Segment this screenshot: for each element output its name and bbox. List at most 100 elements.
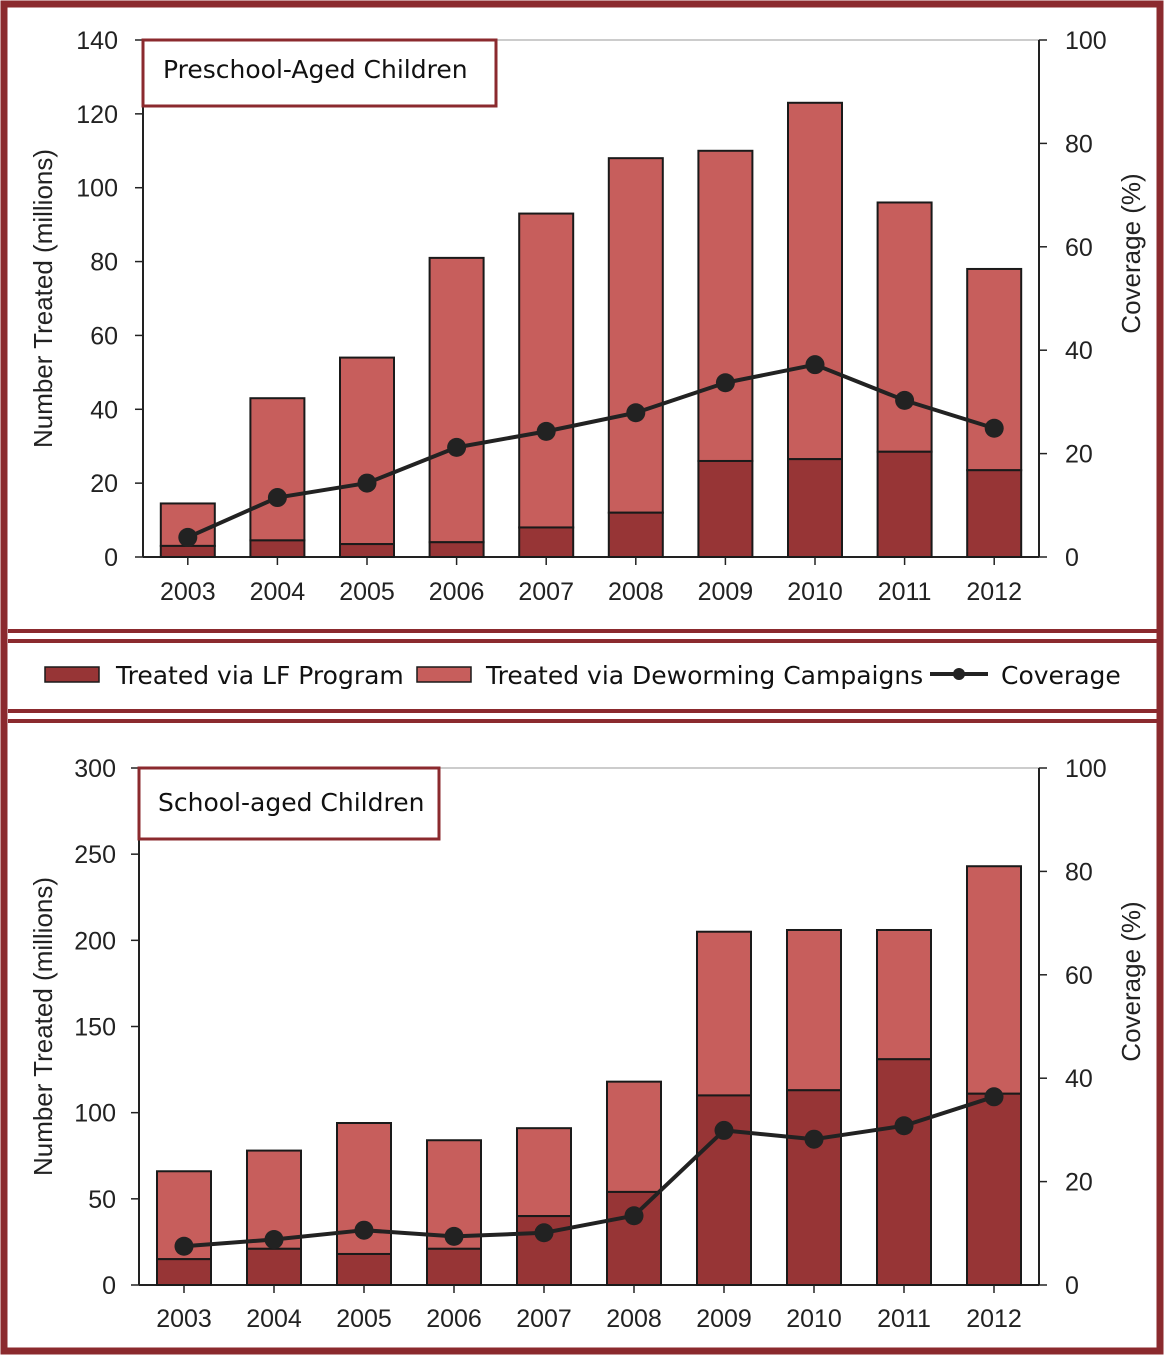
y-axis-label: Number Treated (millions) xyxy=(28,877,58,1176)
y2-tick-label: 60 xyxy=(1065,234,1093,262)
x-tick-label: 2003 xyxy=(156,1305,212,1333)
x-tick-label: 2006 xyxy=(429,578,485,606)
x-tick-label: 2005 xyxy=(336,1305,392,1333)
x-tick-label: 2012 xyxy=(966,578,1022,606)
bar-deworming xyxy=(339,356,395,546)
bar-lf-program xyxy=(159,544,216,559)
y-tick-label: 120 xyxy=(76,101,118,129)
y-tick-label: 150 xyxy=(74,1014,116,1042)
legend-label-lf: Treated via LF Program xyxy=(115,661,404,690)
x-tick-label: 2012 xyxy=(966,1305,1022,1333)
bar-lf-program xyxy=(607,511,664,559)
legend-coverage-marker xyxy=(953,668,965,680)
coverage-line xyxy=(183,1094,995,1249)
bar-lf-program xyxy=(246,1247,302,1287)
x-tick-label: 2010 xyxy=(787,578,843,606)
bar-deworming xyxy=(516,1127,572,1218)
bar-lf-program xyxy=(339,543,395,559)
x-tick-label: 2011 xyxy=(878,578,932,606)
legend: Treated via LF Program Treated via Dewor… xyxy=(44,661,1121,690)
bar-deworming xyxy=(696,930,752,1097)
y2-tick-label: 0 xyxy=(1065,1272,1079,1300)
bar-lf-program xyxy=(518,526,575,559)
y-tick-label: 50 xyxy=(88,1186,116,1214)
coverage-point xyxy=(264,1230,284,1250)
panel-title-box xyxy=(137,766,441,841)
y2-tick-label: 20 xyxy=(1065,1169,1093,1197)
coverage-point xyxy=(354,1220,374,1240)
coverage-point xyxy=(447,437,467,457)
x-tick-label: 2009 xyxy=(698,578,754,606)
y-tick-label: 80 xyxy=(90,249,118,277)
coverage-point xyxy=(267,488,287,508)
bar-lf-program xyxy=(426,1247,482,1287)
coverage-point xyxy=(174,1236,194,1256)
bar-deworming xyxy=(876,928,932,1061)
y-tick-label: 200 xyxy=(74,927,116,955)
bar-lf-program xyxy=(966,469,1023,559)
coverage-point xyxy=(178,527,198,547)
bar-lf-program xyxy=(966,1092,1022,1286)
x-tick-label: 2006 xyxy=(426,1305,482,1333)
y-tick-label: 100 xyxy=(76,175,118,203)
coverage-point xyxy=(894,1116,914,1136)
bar-lf-program xyxy=(428,541,485,559)
coverage-point xyxy=(714,1120,734,1140)
bar-deworming xyxy=(876,201,933,453)
bar-deworming xyxy=(518,212,575,529)
coverage-line xyxy=(186,362,995,540)
y2-tick-label: 80 xyxy=(1065,130,1093,158)
x-tick-label: 2003 xyxy=(160,578,216,606)
y-tick-label: 40 xyxy=(90,396,118,424)
bar-deworming xyxy=(697,149,754,462)
coverage-point xyxy=(895,390,915,410)
bar-deworming xyxy=(607,157,664,514)
y2-axis-label: Coverage (%) xyxy=(1116,901,1146,1061)
y2-axis-label: Coverage (%) xyxy=(1116,173,1146,333)
x-tick-label: 2010 xyxy=(786,1305,842,1333)
panel-title: School-aged Children xyxy=(158,788,424,817)
coverage-point xyxy=(534,1223,554,1243)
y-tick-label: 60 xyxy=(90,322,118,350)
bar-lf-program xyxy=(156,1258,212,1287)
coverage-point xyxy=(626,403,646,423)
bar-deworming xyxy=(966,267,1023,472)
y-tick-label: 0 xyxy=(104,544,118,572)
y2-tick-label: 100 xyxy=(1065,27,1107,55)
bar-deworming xyxy=(606,1080,662,1193)
legend-swatch-lf xyxy=(44,666,100,683)
legend-label-deworm: Treated via Deworming Campaigns xyxy=(485,661,923,690)
bar-deworming xyxy=(428,256,485,544)
x-tick-label: 2007 xyxy=(518,578,574,606)
coverage-point xyxy=(984,1087,1004,1107)
coverage-point xyxy=(715,373,735,393)
legend-swatch-deworm xyxy=(416,666,472,683)
preschool-chart: 0 20 40 60 80 100 120 140 0 20 40 60 80 100 Number Tre… xyxy=(28,27,1146,606)
panel-title: Preschool-Aged Children xyxy=(163,55,468,84)
y-tick-label: 0 xyxy=(102,1272,116,1300)
y2-tick-label: 60 xyxy=(1065,962,1093,990)
coverage-point xyxy=(805,355,825,375)
coverage-point xyxy=(624,1206,644,1226)
x-tick-label: 2009 xyxy=(696,1305,752,1333)
bar-lf-program xyxy=(336,1252,392,1286)
y2-tick-label: 20 xyxy=(1065,441,1093,469)
bar-deworming xyxy=(966,865,1022,1095)
y2-tick-label: 40 xyxy=(1065,1065,1093,1093)
bar-lf-program xyxy=(249,539,306,558)
bar-lf-program xyxy=(786,1089,842,1286)
y2-tick-label: 0 xyxy=(1065,544,1079,572)
school-aged-chart: 0 50 100 150 200 250 300 0 20 40 60 80 100 Number Tre… xyxy=(28,755,1146,1333)
coverage-point xyxy=(804,1129,824,1149)
x-tick-label: 2008 xyxy=(606,1305,662,1333)
coverage-point xyxy=(536,421,556,441)
x-tick-label: 2005 xyxy=(339,578,395,606)
bar-lf-program xyxy=(787,458,843,558)
bar-lf-program xyxy=(876,1058,932,1286)
bar-deworming xyxy=(787,101,843,461)
legend-label-coverage: Coverage xyxy=(1001,661,1121,690)
y2-tick-label: 40 xyxy=(1065,337,1093,365)
